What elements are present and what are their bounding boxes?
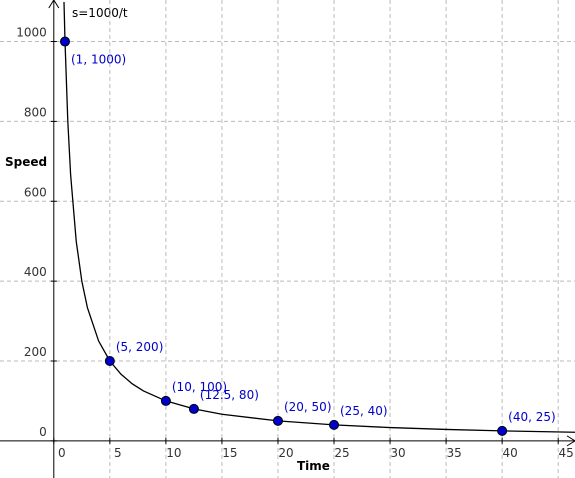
x-axis-arrow: [566, 435, 575, 447]
point-label: (5, 200): [116, 340, 164, 354]
x-tick-label: 40: [503, 446, 518, 460]
y-tick-label: 0: [39, 425, 47, 439]
y-axis-label: Speed: [5, 155, 47, 169]
y-tick-label: 600: [24, 185, 47, 199]
point-label: (10, 100): [172, 380, 227, 394]
y-tick-label: 400: [24, 265, 47, 279]
x-tick-label: 10: [166, 446, 181, 460]
x-tick-label: 15: [222, 446, 237, 460]
data-point: [272, 415, 283, 426]
data-point: [497, 425, 508, 436]
x-tick-label: 20: [278, 446, 293, 460]
y-axis-arrow: [48, 0, 60, 9]
x-tick-label: 35: [446, 446, 461, 460]
point-label: (20, 50): [284, 400, 332, 414]
x-tick-label: 25: [334, 446, 349, 460]
curve: [63, 2, 575, 433]
data-point: [160, 395, 171, 406]
y-tick-label: 1000: [16, 26, 47, 40]
data-point: [188, 403, 199, 414]
point-label: (25, 40): [340, 404, 388, 418]
data-point: [329, 419, 340, 430]
data-point: [104, 355, 115, 366]
point-label: (40, 25): [508, 410, 556, 424]
x-axis-label: Time: [297, 459, 330, 473]
data-point: [60, 36, 71, 47]
y-tick-label: 200: [24, 345, 47, 359]
curve-label: s=1000/t: [72, 6, 128, 20]
point-label: (12.5, 80): [200, 388, 259, 402]
point-label: (1, 1000): [71, 53, 126, 67]
x-tick-label: 30: [390, 446, 405, 460]
y-tick-label: 800: [24, 105, 47, 119]
x-tick-label: 45: [559, 446, 574, 460]
x-tick-label: 5: [114, 446, 122, 460]
x-tick-label: 0: [58, 446, 66, 460]
